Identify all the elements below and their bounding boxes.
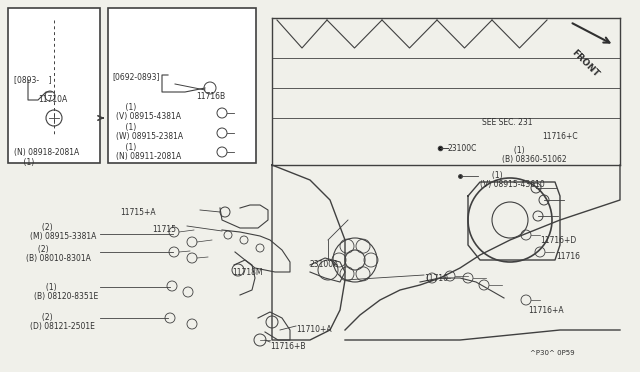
Bar — [108, 8, 256, 163]
Text: (N) 08918-2081A
    (1): (N) 08918-2081A (1) — [14, 148, 79, 167]
Text: ^P30^ 0P59: ^P30^ 0P59 — [530, 350, 575, 356]
Text: 11710A: 11710A — [38, 95, 67, 104]
Text: 11718M: 11718M — [232, 268, 262, 277]
Text: 23100C: 23100C — [448, 144, 477, 153]
Text: (2): (2) — [30, 313, 52, 322]
Text: (1): (1) — [502, 146, 525, 155]
Text: [0893-    ]: [0893- ] — [14, 75, 52, 84]
Text: 11710+A: 11710+A — [296, 325, 332, 334]
Text: (1): (1) — [116, 103, 136, 112]
Text: 23100A: 23100A — [310, 260, 339, 269]
Text: 11715: 11715 — [152, 225, 176, 234]
Text: (M) 08915-3381A: (M) 08915-3381A — [30, 232, 97, 241]
Text: FRONT: FRONT — [570, 48, 601, 79]
Text: (V) 08915-43610: (V) 08915-43610 — [480, 180, 545, 189]
Text: 11716+C: 11716+C — [542, 132, 578, 141]
Text: (1): (1) — [34, 283, 56, 292]
Text: (V) 08915-4381A: (V) 08915-4381A — [116, 112, 181, 121]
Text: (N) 08911-2081A: (N) 08911-2081A — [116, 152, 181, 161]
Text: (2): (2) — [30, 223, 52, 232]
Text: 11716+B: 11716+B — [270, 342, 305, 351]
Text: 11716+D: 11716+D — [540, 236, 576, 245]
Bar — [8, 8, 100, 163]
Text: (B) 08360-51062: (B) 08360-51062 — [502, 155, 566, 164]
Text: (1): (1) — [116, 143, 136, 152]
Text: (B) 08010-8301A: (B) 08010-8301A — [26, 254, 91, 263]
Text: (W) 08915-2381A: (W) 08915-2381A — [116, 132, 183, 141]
Text: (2): (2) — [26, 245, 49, 254]
Text: 11716: 11716 — [556, 252, 580, 261]
Text: (1): (1) — [116, 123, 136, 132]
Text: [0692-0893]: [0692-0893] — [112, 72, 159, 81]
Text: SEE SEC. 231: SEE SEC. 231 — [482, 118, 532, 127]
Text: (1): (1) — [480, 171, 502, 180]
Text: (B) 08120-8351E: (B) 08120-8351E — [34, 292, 99, 301]
Text: 11716B: 11716B — [196, 92, 225, 101]
Text: (D) 08121-2501E: (D) 08121-2501E — [30, 322, 95, 331]
Text: 11715+A: 11715+A — [120, 208, 156, 217]
Text: 11716+A: 11716+A — [528, 306, 564, 315]
Text: 11710: 11710 — [424, 274, 448, 283]
